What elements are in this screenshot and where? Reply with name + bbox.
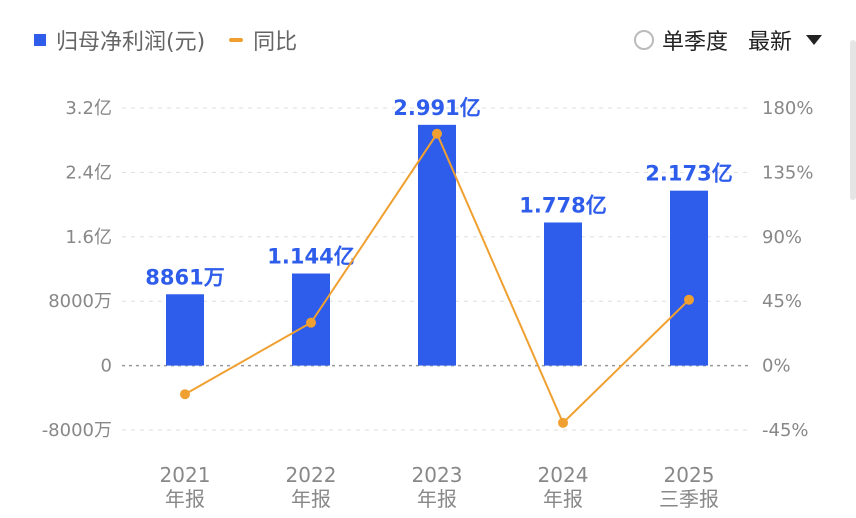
y-left-tick-label: 1.6亿 [65, 227, 112, 248]
x-tick-year: 2024 [538, 463, 589, 487]
bar-data-label: 2.991亿 [393, 96, 480, 120]
y-right-tick-label: 45% [762, 291, 802, 312]
y-right-tick-label: 90% [762, 227, 802, 248]
bar-data-label: 8861万 [145, 265, 224, 289]
legend-label-yoy: 同比 [253, 30, 298, 55]
x-tick-year: 2022 [286, 463, 337, 487]
scrollbar[interactable] [850, 40, 856, 200]
x-tick-year: 2025 [664, 463, 715, 487]
legend-item-profit[interactable]: 归母净利润(元) [34, 24, 205, 56]
legend: 归母净利润(元) 同比 [34, 22, 321, 58]
y-left-tick-label: 8000万 [48, 291, 112, 312]
y-right-tick-label: 0% [762, 356, 791, 377]
yoy-point [432, 128, 442, 139]
caret-down-icon[interactable] [806, 35, 822, 45]
y-right-tick-label: 180% [762, 98, 813, 119]
radio-icon[interactable] [633, 30, 654, 50]
y-left-tick-label: 2.4亿 [65, 162, 112, 183]
line-swatch-icon [229, 38, 244, 42]
quarter-toggle[interactable]: 单季度 [633, 24, 728, 56]
chart-controls: 单季度 最新 [614, 22, 822, 58]
bar [544, 222, 582, 366]
yoy-point [558, 417, 568, 428]
period-dropdown[interactable]: 最新 [748, 24, 822, 56]
legend-item-yoy[interactable]: 同比 [229, 24, 297, 56]
y-left-tick-label: 3.2亿 [65, 98, 112, 119]
x-tick-report: 年报 [291, 487, 331, 511]
bar-data-label: 1.778亿 [519, 193, 606, 217]
bar [418, 124, 456, 366]
bar [166, 294, 204, 366]
x-tick-report: 年报 [543, 487, 583, 511]
x-tick-report: 年报 [417, 487, 457, 511]
y-left-tick-label: -8000万 [42, 420, 112, 441]
x-tick-year: 2023 [412, 463, 463, 487]
y-left-tick-label: 0 [101, 356, 112, 377]
y-right-tick-label: 135% [762, 162, 813, 183]
x-tick-report: 三季报 [659, 487, 719, 511]
bar-swatch-icon [34, 34, 46, 46]
x-tick-year: 2021 [160, 463, 211, 487]
x-tick-report: 年报 [165, 487, 205, 511]
legend-label-profit: 归母净利润(元) [56, 30, 206, 55]
bar-data-label: 1.144亿 [267, 245, 354, 269]
yoy-point [180, 389, 190, 400]
yoy-point [684, 294, 694, 305]
bar-data-label: 2.173亿 [645, 162, 732, 186]
period-dropdown-label: 最新 [747, 30, 792, 55]
bar [670, 190, 708, 366]
y-right-tick-label: -45% [762, 420, 809, 441]
yoy-point [306, 317, 316, 328]
quarter-label: 单季度 [661, 30, 728, 55]
